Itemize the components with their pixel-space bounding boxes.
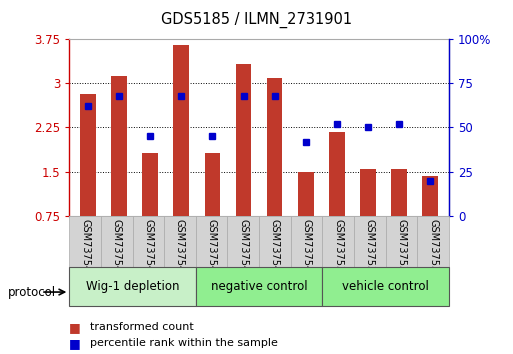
FancyBboxPatch shape xyxy=(354,216,386,267)
Text: GSM737546: GSM737546 xyxy=(270,218,280,278)
Text: GSM737542: GSM737542 xyxy=(143,218,153,278)
FancyBboxPatch shape xyxy=(322,216,354,267)
Text: GSM737543: GSM737543 xyxy=(175,218,185,278)
Text: percentile rank within the sample: percentile rank within the sample xyxy=(90,338,278,348)
Bar xyxy=(80,94,96,216)
Text: GSM737537: GSM737537 xyxy=(365,218,375,278)
FancyBboxPatch shape xyxy=(227,216,259,267)
Text: GSM737545: GSM737545 xyxy=(238,218,248,278)
Bar xyxy=(391,169,407,216)
Text: GSM737541: GSM737541 xyxy=(112,218,122,278)
Text: protocol: protocol xyxy=(8,286,56,298)
Bar xyxy=(173,45,189,216)
FancyBboxPatch shape xyxy=(69,267,196,306)
Text: GSM737538: GSM737538 xyxy=(397,218,406,278)
Text: GDS5185 / ILMN_2731901: GDS5185 / ILMN_2731901 xyxy=(161,12,352,28)
Text: Wig-1 depletion: Wig-1 depletion xyxy=(86,280,179,293)
FancyBboxPatch shape xyxy=(132,216,164,267)
FancyBboxPatch shape xyxy=(291,216,322,267)
Text: negative control: negative control xyxy=(211,280,307,293)
Text: GSM737547: GSM737547 xyxy=(302,218,311,278)
Text: vehicle control: vehicle control xyxy=(342,280,429,293)
FancyBboxPatch shape xyxy=(101,216,132,267)
FancyBboxPatch shape xyxy=(322,267,449,306)
Bar xyxy=(267,79,282,216)
Bar xyxy=(298,172,313,216)
FancyBboxPatch shape xyxy=(196,267,322,306)
Text: ■: ■ xyxy=(69,337,81,350)
Text: GSM737544: GSM737544 xyxy=(207,218,216,278)
Bar xyxy=(360,169,376,216)
Bar xyxy=(236,64,251,216)
Bar xyxy=(422,176,438,216)
Text: GSM737536: GSM737536 xyxy=(333,218,343,278)
Bar xyxy=(111,76,127,216)
FancyBboxPatch shape xyxy=(196,216,227,267)
FancyBboxPatch shape xyxy=(69,216,101,267)
Bar xyxy=(143,153,158,216)
Bar xyxy=(329,132,345,216)
Text: transformed count: transformed count xyxy=(90,322,193,332)
Text: GSM737540: GSM737540 xyxy=(80,218,90,278)
Text: GSM737539: GSM737539 xyxy=(428,218,438,278)
FancyBboxPatch shape xyxy=(417,216,449,267)
FancyBboxPatch shape xyxy=(386,216,417,267)
FancyBboxPatch shape xyxy=(259,216,291,267)
Bar xyxy=(205,153,220,216)
FancyBboxPatch shape xyxy=(164,216,196,267)
Text: ■: ■ xyxy=(69,321,81,334)
